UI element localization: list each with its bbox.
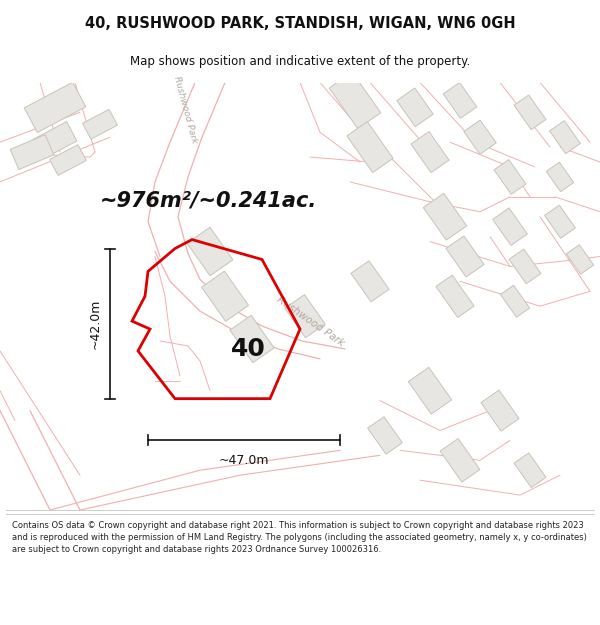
Polygon shape (446, 236, 484, 277)
Polygon shape (10, 134, 54, 169)
Polygon shape (423, 193, 467, 240)
Polygon shape (187, 228, 233, 276)
Polygon shape (566, 245, 594, 274)
Polygon shape (230, 315, 274, 362)
Polygon shape (546, 162, 574, 192)
Polygon shape (397, 88, 433, 127)
Text: ~47.0m: ~47.0m (219, 454, 269, 468)
Polygon shape (411, 132, 449, 173)
Text: 40, RUSHWOOD PARK, STANDISH, WIGAN, WN6 0GH: 40, RUSHWOOD PARK, STANDISH, WIGAN, WN6 … (85, 16, 515, 31)
Text: Rushwood Park: Rushwood Park (172, 75, 199, 144)
Polygon shape (440, 439, 480, 482)
Polygon shape (500, 285, 530, 317)
Polygon shape (509, 249, 541, 284)
Polygon shape (550, 121, 580, 154)
Text: 40: 40 (230, 337, 265, 361)
Polygon shape (436, 275, 474, 318)
Polygon shape (202, 271, 248, 321)
Polygon shape (368, 417, 403, 454)
Text: Contains OS data © Crown copyright and database right 2021. This information is : Contains OS data © Crown copyright and d… (12, 521, 587, 554)
Polygon shape (443, 82, 477, 118)
Polygon shape (24, 82, 86, 132)
Polygon shape (329, 72, 381, 129)
Polygon shape (285, 294, 325, 338)
Polygon shape (83, 109, 118, 139)
Polygon shape (514, 95, 546, 129)
Polygon shape (464, 120, 496, 154)
Text: Map shows position and indicative extent of the property.: Map shows position and indicative extent… (130, 54, 470, 68)
Polygon shape (408, 368, 452, 414)
Text: ~42.0m: ~42.0m (89, 298, 102, 349)
Polygon shape (33, 122, 77, 159)
Polygon shape (545, 205, 575, 238)
Text: Rushwood Park: Rushwood Park (274, 294, 346, 348)
Text: ~976m²/~0.241ac.: ~976m²/~0.241ac. (100, 191, 317, 211)
Polygon shape (347, 122, 393, 172)
Polygon shape (494, 159, 526, 194)
Polygon shape (514, 453, 546, 488)
Polygon shape (50, 144, 86, 176)
Polygon shape (351, 261, 389, 302)
Polygon shape (481, 390, 519, 431)
Polygon shape (493, 208, 527, 246)
